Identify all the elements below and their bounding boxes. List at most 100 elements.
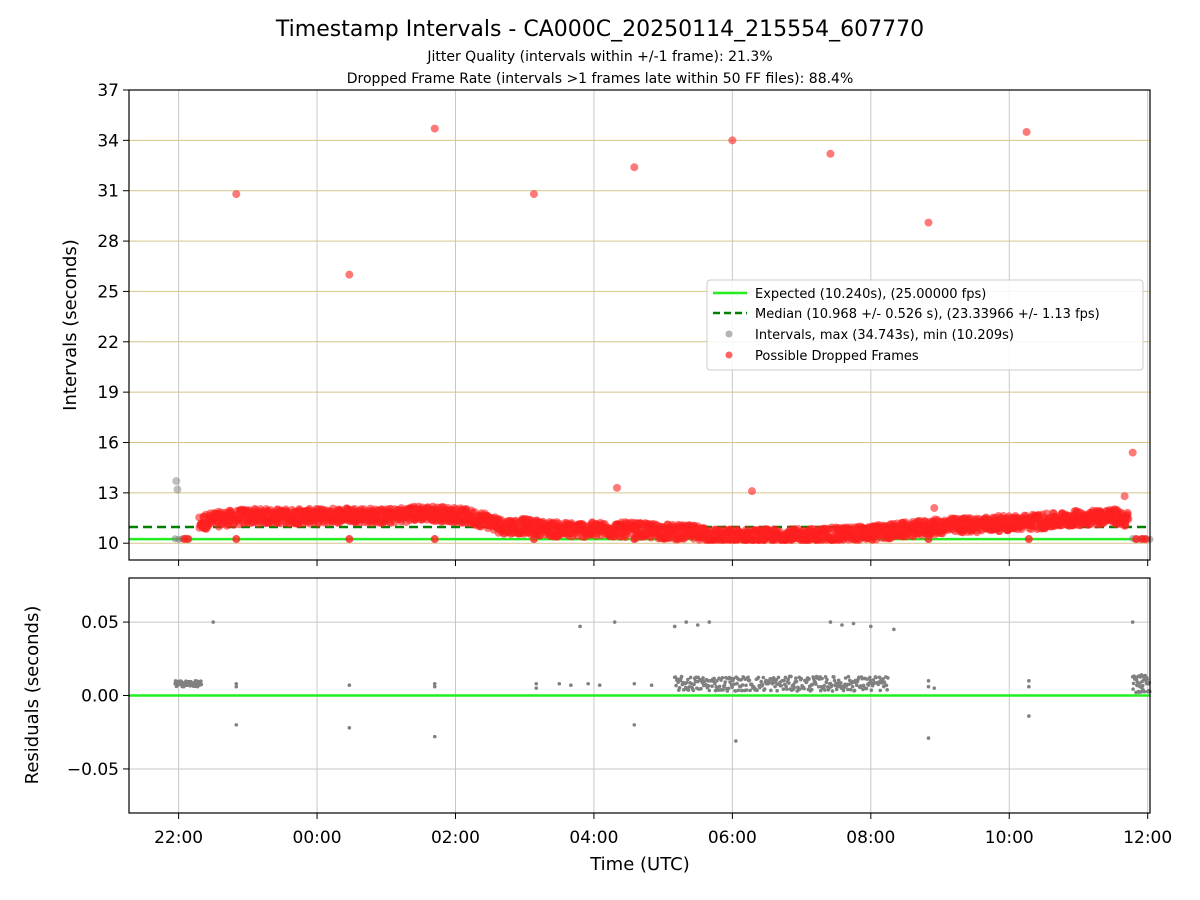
residual-point <box>721 688 725 692</box>
x-tick-label: 00:00 <box>293 828 342 848</box>
residual-point <box>632 723 637 727</box>
residual-point <box>807 677 811 681</box>
residual-point <box>773 684 777 689</box>
residual-point <box>845 687 850 692</box>
residual-point <box>211 620 216 624</box>
residual-point <box>932 686 937 690</box>
residual-point <box>715 678 719 683</box>
residual-point <box>735 681 739 686</box>
jitter-subtitle: Jitter Quality (intervals within +/-1 fr… <box>426 49 772 65</box>
dropped-point <box>345 535 354 544</box>
residual-point <box>810 682 815 687</box>
residual-point <box>825 677 829 682</box>
residual-point <box>677 686 682 690</box>
residual-point <box>794 679 799 684</box>
residual-point <box>820 676 824 681</box>
residuals-ylabel: Residuals (seconds) <box>22 606 43 785</box>
residual-point <box>674 683 678 688</box>
residual-point <box>781 687 786 691</box>
dropped-point <box>1022 127 1031 136</box>
residual-point <box>710 684 714 689</box>
residual-point <box>761 675 766 680</box>
residual-point <box>557 681 562 686</box>
residual-point <box>799 676 804 681</box>
dropped-point <box>1123 508 1132 517</box>
residual-point <box>840 623 844 627</box>
intervals-points <box>171 124 1154 544</box>
x-tick-label: 06:00 <box>708 828 757 848</box>
residual-point <box>740 683 745 687</box>
y-tick-label: 19 <box>97 383 119 403</box>
residual-point <box>730 685 734 689</box>
residual-point <box>836 678 841 683</box>
residual-point <box>696 675 701 680</box>
residual-point <box>832 678 837 683</box>
residual-point <box>759 679 764 684</box>
legend-box <box>706 279 1144 371</box>
residual-point <box>726 686 731 691</box>
residual-point <box>805 679 809 684</box>
dropped-point <box>734 535 743 544</box>
residual-point <box>746 675 750 680</box>
residual-point <box>776 675 781 680</box>
interval-point <box>173 485 182 494</box>
residual-point <box>809 687 814 692</box>
dropped-point <box>1024 535 1033 544</box>
chart-title: Timestamp Intervals - CA000C_20250114_21… <box>275 17 924 42</box>
residual-point <box>701 676 705 680</box>
dropped-point <box>722 535 731 544</box>
dropped-point <box>529 190 538 199</box>
residual-point <box>830 683 834 687</box>
residual-point <box>794 676 798 681</box>
residual-point <box>789 674 793 679</box>
residual-point <box>782 678 786 683</box>
time-xlabel: Time (UTC) <box>589 854 690 875</box>
residual-point <box>687 685 692 689</box>
residual-point <box>774 677 779 682</box>
y-tick-label: 22 <box>97 333 119 353</box>
residual-point <box>798 687 802 691</box>
residual-point <box>926 684 931 689</box>
dropped-point <box>728 136 737 145</box>
residual-point <box>713 681 717 686</box>
residual-point <box>785 687 789 691</box>
residual-point <box>717 684 722 689</box>
residual-point <box>864 686 869 691</box>
residual-point <box>347 683 352 688</box>
dropped-point <box>1124 515 1133 524</box>
residual-point <box>824 680 829 685</box>
residual-point <box>787 681 791 685</box>
y-tick-label: 0.05 <box>81 613 119 633</box>
residual-point <box>684 620 689 624</box>
legend-median-label: Median (10.968 +/- 0.526 s), (23.33966 +… <box>755 307 1100 322</box>
residual-point <box>869 688 874 692</box>
residual-point <box>747 678 752 683</box>
residual-point <box>868 678 873 683</box>
y-tick-label: 34 <box>97 131 119 151</box>
residual-point <box>1131 681 1136 686</box>
dropped-point <box>1120 492 1129 501</box>
residual-point <box>632 681 637 686</box>
residual-point <box>1027 714 1031 718</box>
residual-point <box>748 688 752 693</box>
residual-point <box>649 683 654 688</box>
residuals-points <box>173 620 1152 743</box>
legend-dropped-swatch <box>725 351 733 359</box>
dropped-point <box>1128 448 1137 457</box>
x-tick-label: 02:00 <box>431 828 480 848</box>
residual-point <box>744 688 749 692</box>
dropped-point <box>924 218 933 227</box>
residual-point <box>432 684 437 689</box>
residual-point <box>736 688 741 693</box>
residual-point <box>885 687 889 692</box>
residual-point <box>926 679 931 683</box>
dropped-subtitle: Dropped Frame Rate (intervals >1 frames … <box>347 71 854 87</box>
y-tick-label: 31 <box>97 182 119 202</box>
residual-point <box>869 624 873 629</box>
residual-point <box>1027 679 1031 683</box>
residual-point <box>578 624 582 629</box>
residual-point <box>886 676 890 680</box>
residual-point <box>234 684 239 689</box>
residual-point <box>612 620 617 624</box>
residual-point <box>347 726 352 730</box>
